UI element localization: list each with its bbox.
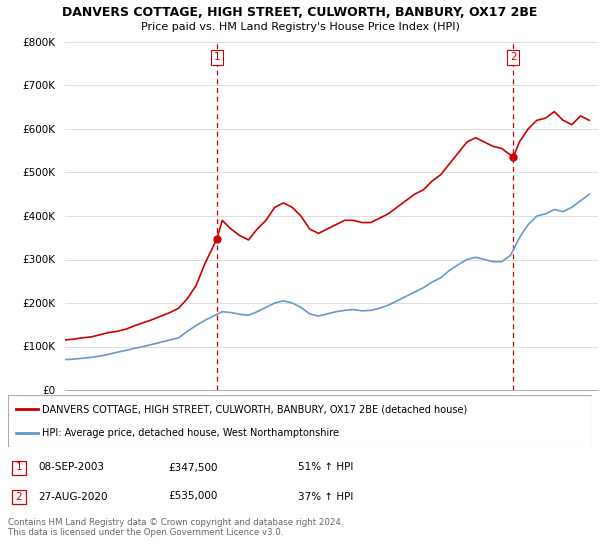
Text: Contains HM Land Registry data © Crown copyright and database right 2024.
This d: Contains HM Land Registry data © Crown c…: [8, 518, 343, 538]
Text: Price paid vs. HM Land Registry's House Price Index (HPI): Price paid vs. HM Land Registry's House …: [140, 22, 460, 32]
Text: 1: 1: [214, 53, 220, 62]
Text: 37% ↑ HPI: 37% ↑ HPI: [298, 492, 353, 502]
Text: HPI: Average price, detached house, West Northamptonshire: HPI: Average price, detached house, West…: [42, 428, 339, 438]
Text: 2: 2: [16, 492, 22, 502]
Text: DANVERS COTTAGE, HIGH STREET, CULWORTH, BANBURY, OX17 2BE (detached house): DANVERS COTTAGE, HIGH STREET, CULWORTH, …: [42, 404, 467, 414]
Text: 08-SEP-2003: 08-SEP-2003: [38, 463, 104, 473]
Text: £347,500: £347,500: [168, 463, 218, 473]
Text: 1: 1: [16, 463, 22, 473]
Bar: [12, 489, 26, 503]
Text: 2: 2: [510, 53, 517, 62]
Text: 51% ↑ HPI: 51% ↑ HPI: [298, 463, 353, 473]
Text: 27-AUG-2020: 27-AUG-2020: [38, 492, 107, 502]
Text: £535,000: £535,000: [168, 492, 217, 502]
Text: DANVERS COTTAGE, HIGH STREET, CULWORTH, BANBURY, OX17 2BE: DANVERS COTTAGE, HIGH STREET, CULWORTH, …: [62, 6, 538, 19]
Bar: [12, 460, 26, 474]
